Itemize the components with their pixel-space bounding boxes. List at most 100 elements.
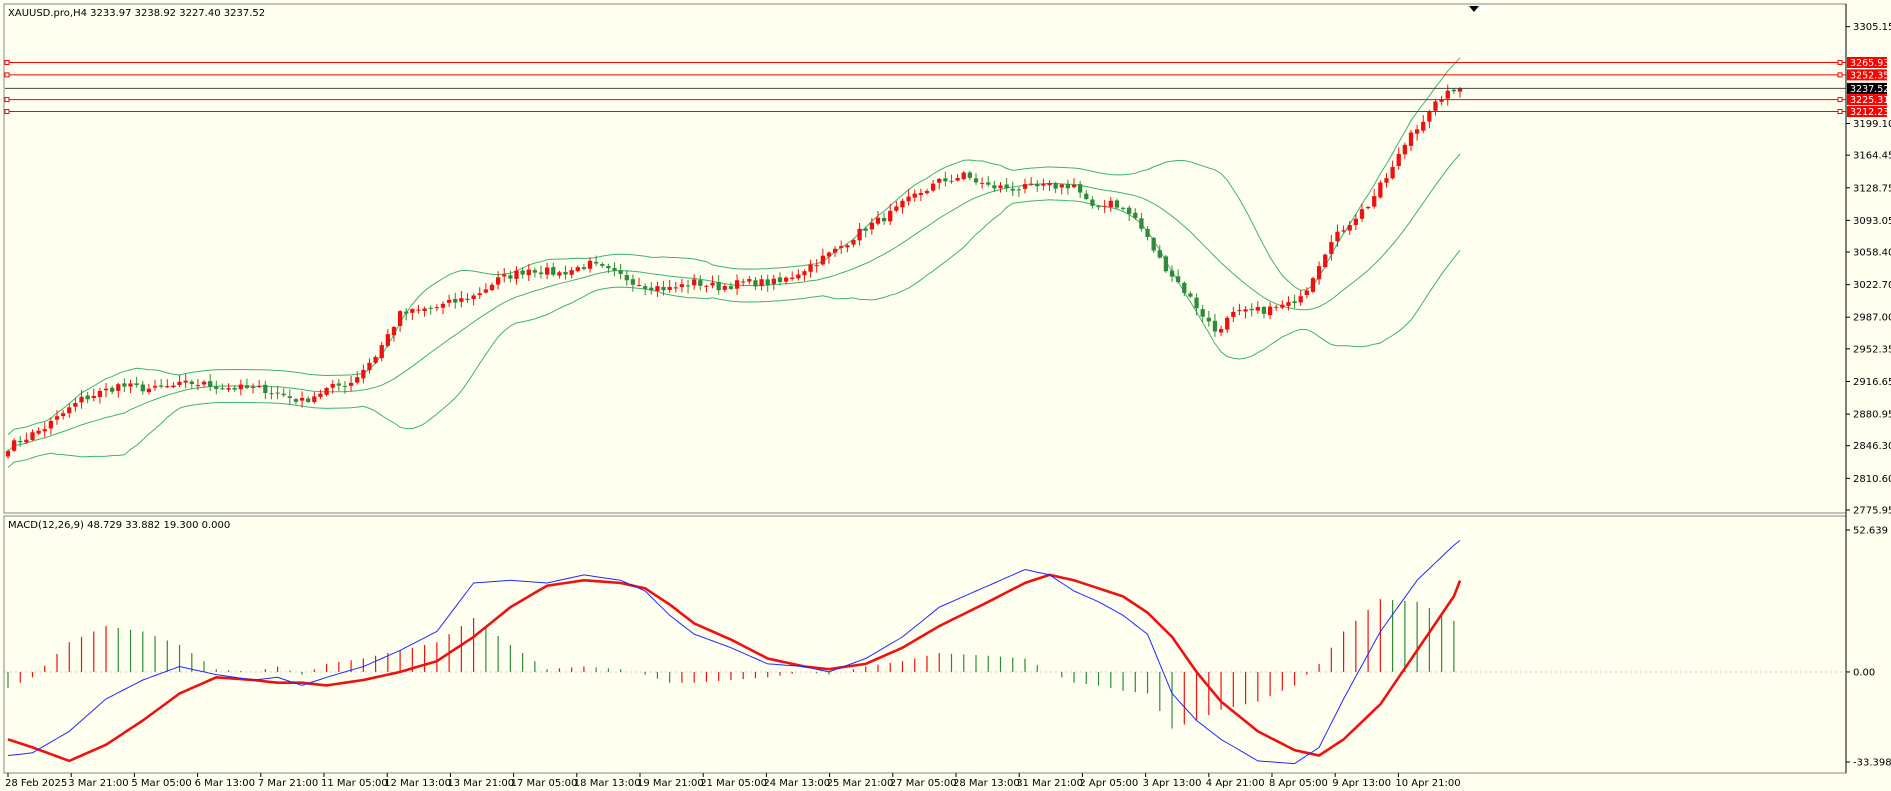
candle-body	[1378, 182, 1383, 198]
candle-body	[557, 272, 562, 276]
candle-body	[318, 393, 323, 397]
candle-body	[1353, 218, 1358, 225]
candle-body	[790, 277, 795, 279]
candle-body	[263, 384, 268, 394]
candle-body	[771, 278, 776, 284]
band-middle-line	[7, 153, 1461, 452]
candle-body	[930, 183, 936, 191]
candle-body	[1280, 304, 1285, 308]
candle-body	[220, 388, 225, 390]
time-tick-label: 5 Mar 05:00	[131, 778, 191, 789]
candle-body	[655, 286, 660, 291]
macd-info: MACD(12,26,9) 48.729 33.882 19.300 0.000	[8, 520, 230, 531]
time-tick-label: 18 Mar 13:00	[574, 778, 641, 789]
candle-body	[618, 270, 623, 274]
candle-body	[11, 440, 17, 451]
candle-body	[612, 268, 617, 271]
candle-body	[140, 384, 145, 392]
level-handle-right	[1837, 109, 1843, 115]
candle-body	[146, 388, 152, 393]
candle-body	[851, 240, 856, 245]
time-tick-label: 27 Mar 05:00	[890, 778, 957, 789]
candle-body	[1292, 301, 1297, 304]
time-tick-label: 31 Mar 21:00	[1016, 778, 1083, 789]
candle-body	[306, 398, 311, 402]
candle-body	[832, 248, 838, 253]
candle-body	[1071, 184, 1077, 188]
candle-body	[538, 272, 544, 275]
candle-body	[244, 385, 250, 389]
candle-body	[1065, 184, 1071, 189]
candle-body	[606, 265, 611, 269]
candle-body	[1427, 111, 1432, 122]
candle-body	[367, 362, 372, 371]
candle-body	[471, 295, 476, 300]
candle-body	[1169, 270, 1175, 277]
candle-body	[906, 196, 911, 202]
candle-body	[575, 267, 580, 272]
candle-body	[949, 180, 954, 182]
candle-body	[214, 386, 219, 389]
candle-body	[1157, 250, 1162, 258]
candle-body	[195, 385, 201, 387]
candle-body	[875, 217, 881, 224]
candle-body	[1414, 129, 1420, 134]
time-tick-label: 13 Mar 21:00	[447, 778, 514, 789]
candle-body	[1261, 306, 1267, 314]
candle-body	[446, 299, 452, 303]
candle-body	[1341, 230, 1346, 232]
candle-body	[5, 451, 11, 457]
candle-body	[643, 286, 648, 289]
candle-body	[152, 385, 158, 388]
price-level-label: 3265.93	[1850, 58, 1889, 69]
candle-body	[796, 274, 801, 279]
candle-body	[453, 298, 458, 303]
candle-body	[128, 383, 133, 387]
price-tick-label: 2846.30	[1853, 441, 1891, 452]
price-axis: 3305.15 3199.10 3164.45 3128.75 3093.05 3058.…	[1846, 22, 1891, 517]
candle-body	[912, 193, 917, 198]
level-handle-left	[4, 72, 10, 78]
level-handle-right	[1837, 59, 1843, 65]
candle-body	[532, 270, 538, 273]
price-tick-label: 2987.00	[1853, 313, 1891, 324]
candle-body	[973, 178, 979, 183]
candle-body	[1298, 296, 1303, 303]
candle-body	[1188, 293, 1193, 297]
chart-shift-marker-icon[interactable]	[1469, 6, 1479, 12]
candle-body	[520, 270, 525, 275]
candle-body	[1347, 225, 1352, 231]
candle-body	[1090, 199, 1095, 206]
candle-body	[67, 407, 72, 414]
candle-body	[404, 311, 409, 314]
candle-body	[924, 190, 930, 194]
candle-body	[1102, 205, 1107, 207]
macd-tick-label: 52.639	[1853, 526, 1888, 537]
candle-body	[802, 271, 807, 276]
time-tick-label: 2 Apr 05:00	[1079, 778, 1138, 789]
candle-body	[1182, 282, 1187, 293]
candle-body	[416, 309, 421, 311]
candle-body	[1237, 310, 1242, 312]
time-tick-label: 4 Apr 21:00	[1206, 778, 1265, 789]
candle-body	[600, 264, 605, 266]
candle-body	[293, 399, 299, 402]
candle-body	[1329, 242, 1334, 255]
candle-body	[1133, 212, 1138, 219]
candle-body	[281, 393, 286, 396]
candle-body	[36, 430, 41, 434]
candle-body	[477, 293, 482, 296]
candle-body	[85, 395, 90, 400]
candle-body	[312, 396, 317, 403]
time-tick-label: 9 Apr 13:00	[1332, 778, 1391, 789]
candle-body	[1151, 237, 1156, 251]
macd-tick-label: -33.398	[1853, 758, 1891, 769]
candle-body	[1212, 320, 1218, 332]
candle-body	[661, 286, 666, 291]
candle-body	[226, 388, 231, 390]
candle-body	[1421, 121, 1426, 131]
candle-body	[1457, 88, 1463, 92]
